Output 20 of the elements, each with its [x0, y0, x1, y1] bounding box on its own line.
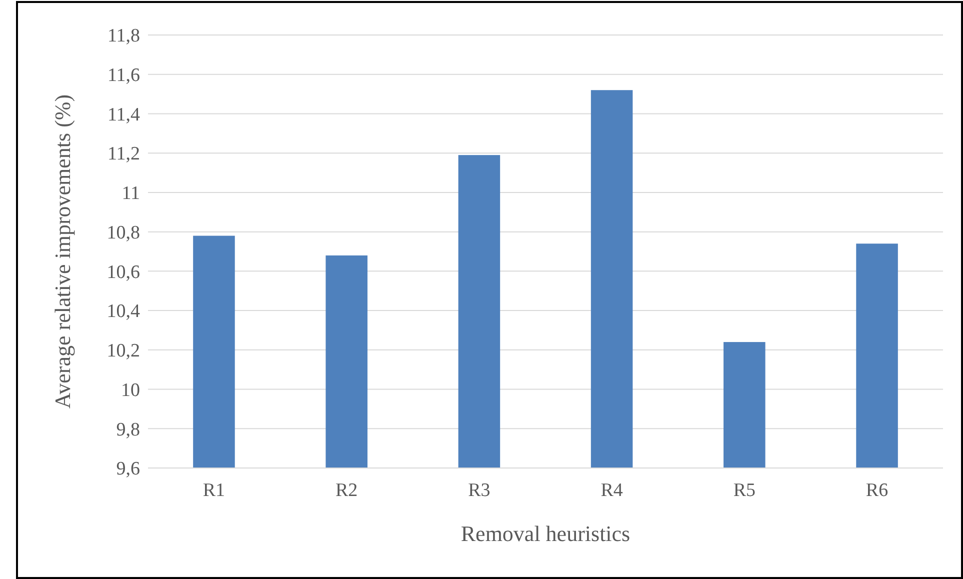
y-tick-label: 11,2 [107, 144, 140, 165]
x-tick-label: R4 [600, 480, 624, 501]
y-tick-label: 11,4 [107, 104, 140, 126]
y-tick-label: 10,6 [106, 262, 140, 283]
y-axis-title: Average relative improvements (%) [50, 94, 75, 409]
x-tick-label: R1 [202, 480, 226, 501]
y-tick-label: 10 [121, 380, 140, 401]
y-tick-label: 10,4 [106, 301, 140, 322]
y-tick-label: 11,6 [107, 65, 140, 86]
x-tick-label: R6 [866, 480, 888, 501]
y-tick-label: 11,8 [107, 26, 140, 47]
y-tick-label: 9,8 [116, 419, 140, 440]
x-tick-label: R5 [733, 480, 756, 501]
y-tick-label: 9,6 [116, 458, 140, 480]
y-tick-label: 11 [122, 183, 140, 204]
x-tick-label: R3 [468, 480, 490, 501]
x-axis-title: Removal heuristics [460, 521, 630, 546]
y-tick-label: 10,8 [106, 222, 140, 244]
y-tick-label: 10,2 [106, 340, 140, 362]
x-tick-label: R2 [335, 480, 358, 501]
